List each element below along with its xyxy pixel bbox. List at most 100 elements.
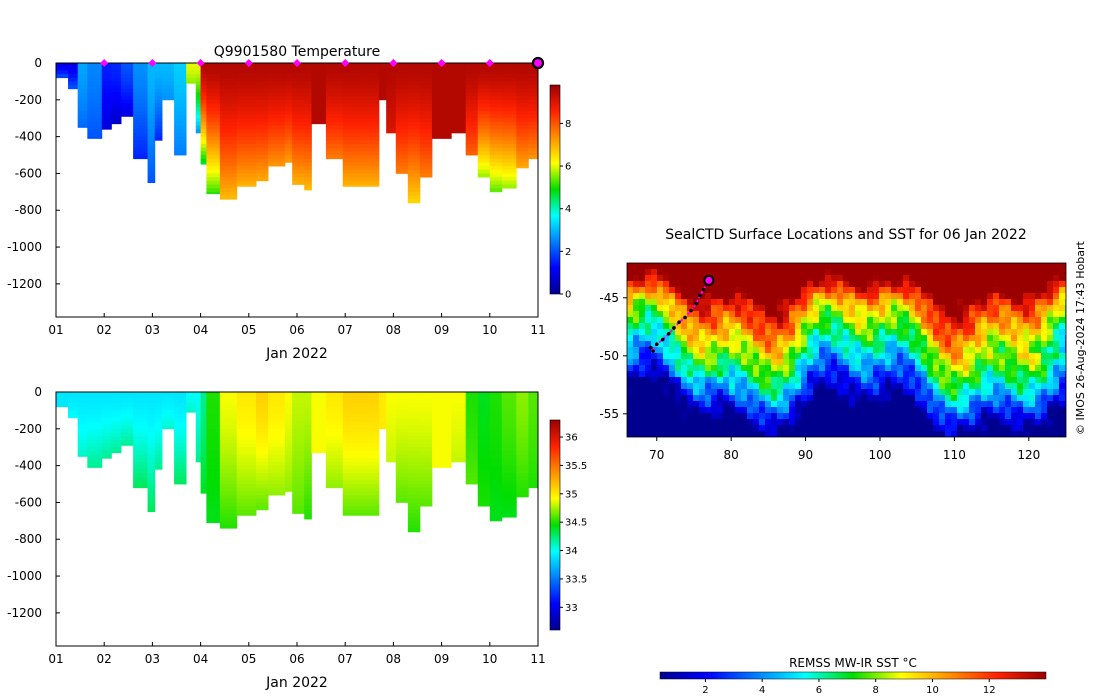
sst-cell [633,293,640,300]
sst-cell [1029,371,1036,378]
profile-cell [407,491,421,496]
sst-cell [867,323,874,330]
profile-cell [342,450,363,455]
profile-cell [431,66,452,71]
sst-cell [969,389,976,396]
profile-cell [147,432,156,437]
sst-cell [849,341,856,348]
sst-cell [927,359,934,366]
sst-cell [657,275,664,282]
profile-cell [147,491,156,496]
sst-cell [705,341,712,348]
profile-cell [419,63,433,68]
sst-cell [999,293,1006,300]
sst-cell [753,401,760,408]
sst-cell [723,365,730,372]
profile-cell [101,118,112,123]
profile-cell [501,447,517,452]
profile-cell [206,454,221,459]
profile-cell [162,70,175,75]
profile-cell [501,118,517,123]
sst-cell [1065,305,1066,312]
sst-cell [723,425,730,432]
profile-cell [386,454,397,459]
sst-cell [1011,323,1018,330]
sst-cell [777,329,784,336]
profile-cell [284,395,293,400]
sst-cell [669,323,676,330]
profile-cell [174,421,187,426]
profile-cell [236,491,257,496]
sst-cell [1047,305,1054,312]
profile-cell [292,399,305,404]
sst-cell [975,317,982,324]
sst-cell [927,341,934,348]
sst-cell [795,431,802,437]
profile-cell [501,125,517,130]
sst-cell [1029,293,1036,300]
profile-cell [147,406,156,411]
profile-cell [489,92,503,97]
sst-cell [627,317,634,324]
profile-cell [489,96,503,101]
sst-cell [747,383,754,390]
sst-cell [711,281,718,288]
profile-cell [219,162,238,167]
sst-cell [639,269,646,276]
sst-map-panel: SealCTD Surface Locations and SST for 06… [599,227,1087,696]
profile-cell [386,66,397,71]
profile-cell [162,77,175,82]
sst-cell [915,353,922,360]
sst-cell [681,419,688,426]
profile-cell [451,114,467,119]
sst-cell [777,287,784,294]
sst-cell [1047,413,1054,420]
sst-cell [939,353,946,360]
sst-cell [975,377,982,384]
profile-cell [284,103,293,108]
sst-cell [753,281,760,288]
profile-cell [477,74,491,79]
sst-cell [819,305,826,312]
sst-cell [837,407,844,414]
sst-cell [693,305,700,312]
sst-cell [747,329,754,336]
sst-cell [915,383,922,390]
sst-cell [855,305,862,312]
profile-cell [489,88,503,93]
sst-cell [867,419,874,426]
profile-cell [219,180,238,185]
profile-cell [395,410,409,415]
profile-cell [489,155,503,160]
profile-cell [77,432,88,437]
sst-cell [627,383,634,390]
profile-cell [465,151,479,156]
sst-cell [969,335,976,342]
profile-cell [256,162,269,167]
profile-cell [516,140,529,145]
profile-cell [325,472,344,478]
profile-cell [407,81,421,86]
profile-cell [325,428,344,433]
profile-cell [206,465,221,470]
sst-cell [933,395,940,402]
profile-cell [395,461,409,467]
sst-cell [1005,275,1012,282]
sst-cell [873,431,880,437]
profile-cell [268,118,286,123]
sst-cell [795,419,802,426]
sst-cell [801,371,808,378]
profile-cell [419,158,433,163]
sst-cell [993,365,1000,372]
sst-cell [1035,383,1042,390]
profile-cell [395,465,409,470]
x-tick-label: 05 [241,652,256,666]
profile-cell [395,432,409,437]
profile-cell [419,88,433,93]
sst-cell [723,269,730,276]
sst-cell [1005,317,1012,324]
sst-cell [729,293,736,300]
sst-cell [807,401,814,408]
profile-cell [162,92,175,97]
profile-cell [386,425,397,430]
